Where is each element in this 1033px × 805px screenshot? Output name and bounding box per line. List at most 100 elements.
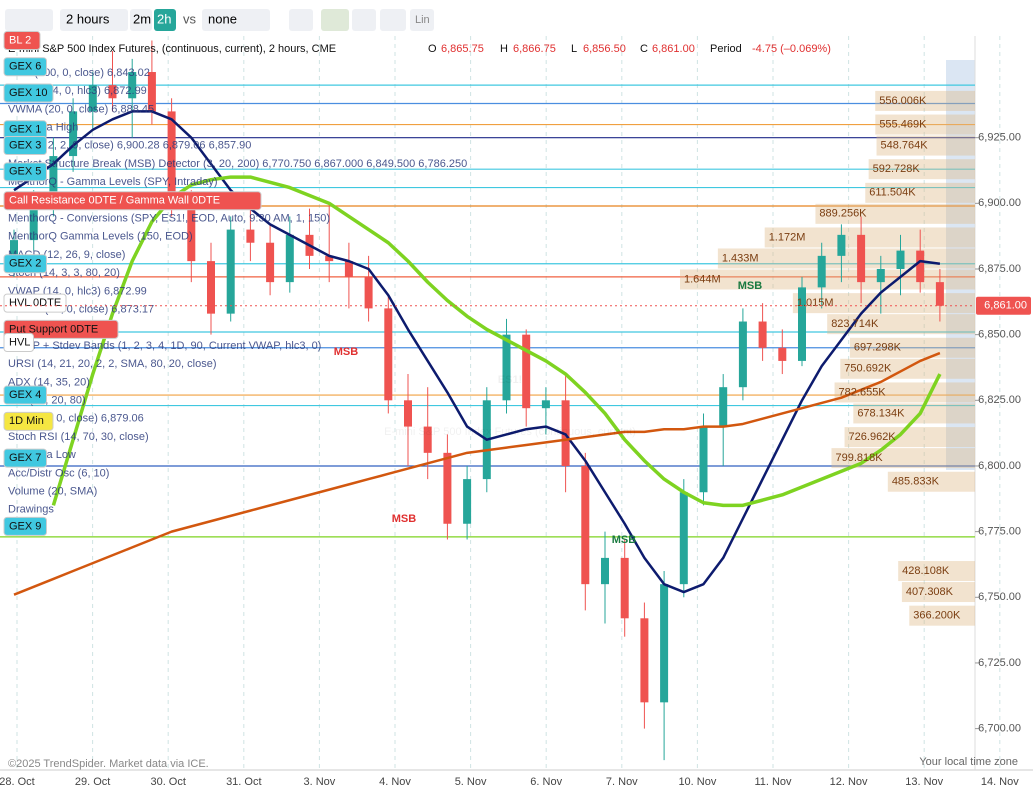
- layout-button[interactable]: [5, 9, 53, 31]
- x-tick-label: 30. Oct: [150, 776, 185, 788]
- volume-shade: [946, 60, 975, 470]
- candle-body: [778, 347, 787, 361]
- indicator-legend: VWAP + Stdev Bands (1, 2, 3, 4, 1D, 90, …: [8, 340, 321, 352]
- header-text: H: [500, 43, 508, 55]
- y-tick-label: 6,900.00: [978, 197, 1021, 209]
- level-badge: [3, 385, 47, 405]
- indicator-legend: MenthorQ - Conversions (SPY, ES1!, EOD, …: [8, 213, 330, 225]
- header-text: L: [571, 43, 577, 55]
- volume-label: 678.134K: [857, 407, 905, 419]
- candle-body: [581, 465, 590, 585]
- volume-bar: [898, 561, 975, 582]
- timezone-label: Your local time zone: [919, 756, 1018, 768]
- candle-body: [49, 156, 58, 204]
- x-tick-label: 6. Nov: [530, 776, 562, 788]
- candle-body: [423, 426, 432, 453]
- indicator-legend: URSI (14, 21, 20, 2, 2, SMA, 80, 20, clo…: [8, 358, 217, 370]
- level-badge-label: GEX 9: [9, 520, 41, 532]
- volume-label: 592.728K: [873, 163, 921, 175]
- candle-body: [837, 234, 846, 256]
- volume-label: 726.962K: [849, 431, 897, 443]
- indicator-legend: Volume (20, SMA): [8, 486, 97, 498]
- volume-bar: [849, 337, 975, 358]
- chart-type-button[interactable]: [321, 9, 349, 31]
- interval-2m[interactable]: [130, 9, 152, 31]
- volume-label: 548.764K: [881, 139, 929, 151]
- volume-label: 1.644M: [684, 273, 721, 285]
- indicator-legend: Acc/Distr Osc (6, 10): [8, 467, 109, 479]
- crosshair-button[interactable]: [380, 9, 406, 31]
- candle-body: [69, 111, 78, 157]
- volume-label: 366.200K: [913, 610, 961, 622]
- candle-body: [167, 111, 176, 204]
- volume-label: 407.308K: [906, 586, 954, 598]
- msb-label: MSB: [334, 346, 359, 358]
- header-text: 6,865.75: [441, 43, 484, 55]
- interval-2m-label: 2m: [133, 11, 151, 26]
- msb-label: MSB: [738, 280, 763, 292]
- y-tick-label: 6,800.00: [978, 460, 1021, 472]
- header-text: E-mini S&P 500 Index Futures, (continuou…: [8, 43, 336, 55]
- candle-body: [601, 557, 609, 585]
- y-tick-label: 6,925.00: [978, 132, 1021, 144]
- level-badge: [3, 57, 47, 77]
- x-tick-label: 14. Nov: [981, 776, 1019, 788]
- level-badge: [3, 411, 54, 431]
- moving-average: [13, 351, 941, 596]
- header-text: 6,866.75: [513, 43, 556, 55]
- x-tick-label: 11. Nov: [754, 776, 792, 788]
- candle-body: [660, 584, 669, 703]
- level-badge: [3, 136, 47, 156]
- compare-dropdown[interactable]: [202, 9, 270, 31]
- level-badge-label: 1D Min: [9, 415, 44, 427]
- interval: 2 hours: [66, 11, 110, 26]
- vs-label: vs: [183, 11, 197, 26]
- y-tick-label: 6,725.00: [978, 657, 1021, 669]
- volume-bar: [815, 203, 975, 224]
- vp-layer: [680, 90, 975, 626]
- candle-body: [719, 387, 728, 427]
- volume-label: 1.172M: [769, 231, 806, 243]
- volume-bar: [887, 471, 975, 492]
- x-tick-label: 4. Nov: [379, 776, 411, 788]
- scale-button[interactable]: [410, 9, 434, 31]
- y-tick-label: 6,775.00: [978, 526, 1021, 538]
- x-tick-label: 12. Nov: [830, 776, 868, 788]
- x-tick-label: 28. Oct: [0, 776, 35, 788]
- level-badge-label: HVL: [9, 336, 30, 348]
- candle-body: [88, 85, 97, 112]
- x-tick-label: 31. Oct: [226, 776, 261, 788]
- volume-bar: [901, 582, 975, 603]
- candle-body: [758, 321, 767, 348]
- last-price-tag: [976, 296, 1031, 315]
- price-axis-bg: [975, 36, 1033, 770]
- volume-label: 428.108K: [902, 565, 950, 577]
- interval-2h[interactable]: [154, 9, 176, 31]
- volume-bar: [680, 269, 975, 290]
- level-badge: [3, 333, 34, 353]
- level-badge: [3, 516, 47, 536]
- candle-body: [29, 203, 38, 241]
- candle-body: [798, 287, 806, 361]
- interval-dropdown[interactable]: [60, 9, 128, 31]
- mark-layer: [10, 40, 944, 761]
- x-tick-label: 13. Nov: [905, 776, 943, 788]
- level-badge-label: HVL 0DTE: [9, 297, 61, 309]
- level-badge: [3, 191, 262, 211]
- candle-body: [364, 276, 373, 309]
- moving-average: [13, 110, 941, 594]
- level-badge: [3, 83, 54, 103]
- candle-body: [640, 618, 649, 703]
- settings-button[interactable]: [289, 9, 313, 31]
- volume-label: 485.833K: [892, 476, 940, 488]
- volume-bar: [844, 427, 975, 448]
- candle-body: [817, 255, 826, 288]
- level-badge-label: GEX 7: [9, 452, 41, 464]
- candle-body: [226, 229, 235, 314]
- level-badge-label: Call Resistance 0DTE / Gamma Wall 0DTE: [9, 195, 220, 207]
- candle-body: [108, 85, 117, 99]
- time-button[interactable]: [352, 9, 376, 31]
- candle-body: [344, 261, 353, 277]
